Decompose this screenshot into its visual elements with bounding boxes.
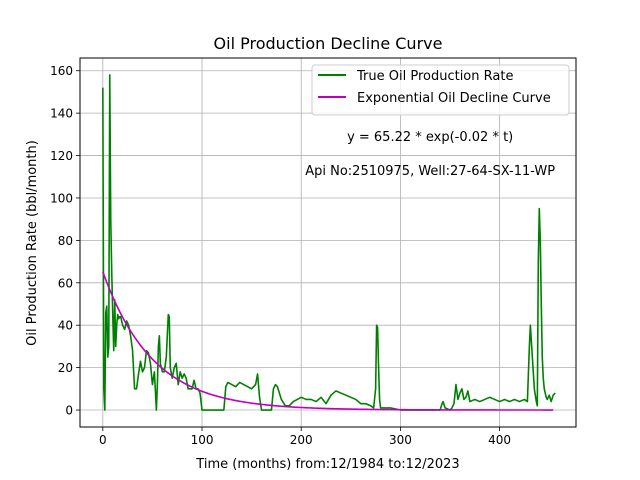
x-axis-label: Time (months) from:12/1984 to:12/2023 bbox=[195, 457, 459, 472]
y-tick-label: 40 bbox=[58, 319, 73, 333]
y-tick-label: 160 bbox=[50, 64, 73, 78]
x-tick-label: 0 bbox=[99, 433, 107, 447]
chart-title: Oil Production Decline Curve bbox=[214, 34, 443, 53]
annotations: y = 65.22 * exp(-0.02 * t) Api No:2510975… bbox=[305, 130, 555, 179]
series-true-oil-production-rate bbox=[102, 74, 556, 411]
plot-lines bbox=[102, 74, 556, 411]
y-tick-label: 100 bbox=[50, 191, 73, 205]
y-axis: 0 20 40 60 80 100 120 140 160 bbox=[50, 64, 80, 418]
plot-frame bbox=[79, 57, 577, 428]
y-axis-label: Oil Production Rate (bbl/month) bbox=[25, 140, 40, 346]
x-tick-label: 100 bbox=[191, 433, 214, 447]
series-exponential-decline-curve bbox=[102, 271, 554, 411]
y-tick-label: 80 bbox=[58, 234, 73, 248]
legend: True Oil Production Rate Exponential Oil… bbox=[311, 64, 570, 116]
y-tick-label: 60 bbox=[58, 276, 73, 290]
x-tick-label: 300 bbox=[389, 433, 412, 447]
x-axis: 0 100 200 300 400 bbox=[99, 427, 511, 447]
legend-box bbox=[311, 64, 570, 116]
y-tick-label: 140 bbox=[50, 107, 73, 121]
annotation: Api No:2510975, Well:27-64-SX-11-WP bbox=[305, 164, 555, 179]
x-tick-label: 200 bbox=[290, 433, 313, 447]
annotation: y = 65.22 * exp(-0.02 * t) bbox=[347, 130, 513, 145]
legend-label-decline-curve: Exponential Oil Decline Curve bbox=[357, 91, 551, 106]
legend-label-true-rate: True Oil Production Rate bbox=[356, 69, 513, 84]
y-tick-label: 120 bbox=[50, 149, 73, 163]
x-tick-label: 400 bbox=[488, 433, 511, 447]
y-tick-label: 0 bbox=[65, 404, 73, 418]
y-tick-label: 20 bbox=[58, 361, 73, 375]
